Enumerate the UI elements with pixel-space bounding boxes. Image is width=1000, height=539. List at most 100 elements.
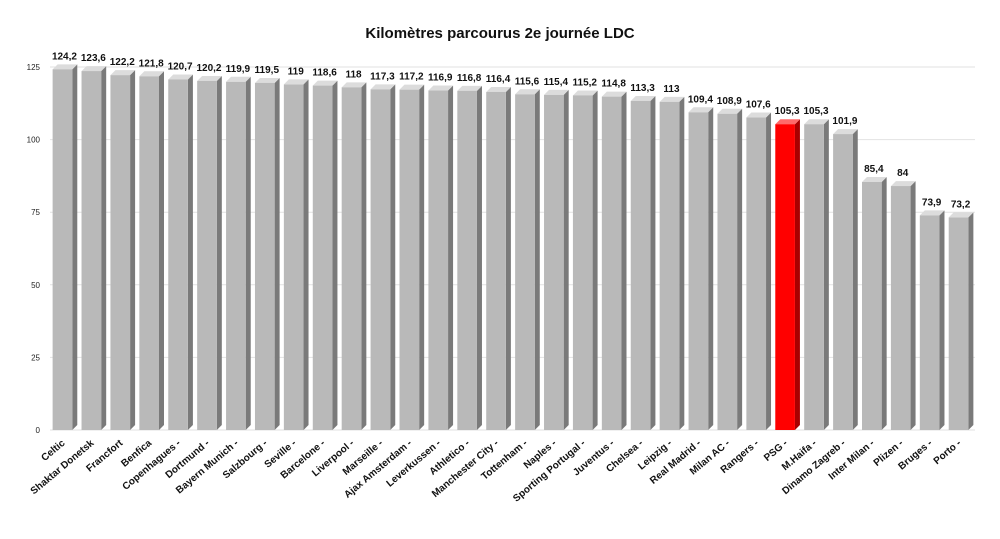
bar-top [833,129,858,135]
data-label: 120,7 [168,61,193,72]
bar [746,117,767,430]
bar-top [515,89,540,95]
bar [948,217,969,430]
data-label: 119 [288,66,305,77]
bar [775,124,795,430]
data-label: 114,8 [601,79,626,90]
bar-side [476,85,482,430]
data-label: 117,3 [370,71,395,82]
bar-top [197,75,222,81]
bar-side [361,82,367,430]
bar [168,79,188,431]
y-tick-label: 0 [36,426,41,435]
bar-side [274,77,280,431]
bar-side [852,129,858,430]
bar-top [544,89,569,95]
data-label: 73,9 [922,197,942,208]
bar-top [226,76,251,82]
y-tick-label: 100 [27,136,41,145]
bar-top [948,212,974,218]
bar-top [775,119,800,125]
x-tick-label: Porto - [932,438,964,467]
data-label: 123,6 [81,53,106,64]
bar-side [968,212,974,430]
data-label: 113,3 [630,83,655,94]
bar-side [592,90,598,430]
bar-top [862,176,887,182]
data-label: 116,9 [428,73,453,84]
data-label: 105,3 [775,106,800,117]
bar [283,84,304,430]
bar-top [428,85,454,91]
bar-top [81,66,107,72]
data-label: 116,4 [486,74,511,85]
bar-side [505,86,511,431]
bar-top [804,119,829,125]
bar [341,87,362,430]
bar-side [72,64,78,431]
bar-top [717,108,743,114]
bar [486,91,506,431]
bar [890,186,911,430]
data-label: 120,2 [196,63,221,74]
data-label: 84 [897,168,909,179]
bar-side [419,84,425,431]
data-label: 122,2 [110,57,135,68]
bar-side [216,75,222,430]
bar-side [910,181,916,430]
data-label: 73,2 [951,199,971,210]
y-tick-label: 125 [27,63,41,72]
bar-top [168,74,193,80]
bar-top [457,85,482,91]
data-label: 85,4 [864,164,884,175]
data-label: 117,2 [399,72,424,83]
data-label: 119,5 [255,65,280,76]
bar-side [332,80,338,430]
bar-side [708,107,714,430]
bar [110,75,131,431]
bar [226,81,246,431]
bar [399,89,420,431]
data-label: 116,8 [457,73,482,84]
bar-top [630,95,656,101]
bar-top [110,70,136,76]
bar-side [679,96,685,431]
bar [717,113,738,431]
bar [919,215,940,430]
data-label: 118 [345,69,362,80]
bar [515,94,535,430]
data-label: 107,6 [746,100,771,111]
bar-side [563,89,569,430]
bar-side [187,74,193,431]
data-label: 124,2 [52,51,77,62]
y-tick-label: 25 [31,353,40,362]
bar [81,71,102,430]
bar [52,69,73,431]
bar-side [939,210,945,430]
bar [457,90,477,430]
bar-side [245,76,251,431]
bar [659,101,680,431]
data-label: 118,6 [312,68,337,79]
bar [688,112,709,430]
y-tick-label: 50 [31,281,40,290]
bar-top [919,210,945,216]
data-label: 101,9 [832,116,857,127]
bar-side [621,91,627,431]
data-label: 105,3 [804,106,829,117]
bar-side [101,66,107,430]
bar-side [737,108,743,431]
bar-side [794,119,800,430]
data-label: 115,4 [544,77,569,88]
data-label: 119,9 [226,64,251,75]
bar-side [534,89,540,430]
bar-top [139,71,164,77]
data-label: 108,9 [717,96,742,107]
bar [833,134,853,430]
bar-top [52,64,78,70]
bar-top [572,90,598,96]
bar [862,181,882,430]
data-label: 115,6 [515,76,540,87]
bar [428,90,449,430]
